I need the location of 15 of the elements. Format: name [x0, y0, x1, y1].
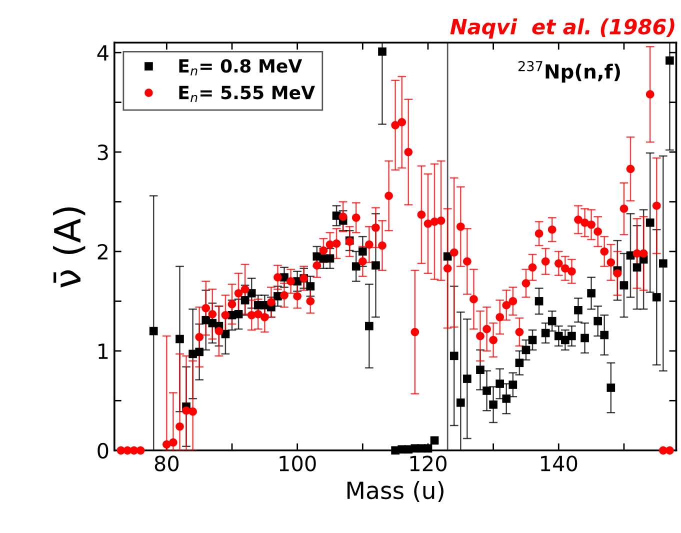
legend-label: E$_{n}$= 5.55 MeV: [179, 86, 315, 102]
legend-label: E$_{n}$= 0.8 MeV: [179, 59, 302, 76]
x-tick-label: 120: [410, 456, 446, 472]
annotation: $^{237}$Np(n,f): [518, 60, 620, 83]
y-tick-label: 3: [98, 144, 108, 160]
x-tick-label: 140: [541, 456, 578, 472]
y-tick-label: 4: [97, 45, 108, 60]
y-axis-title: ν̄ (A): [53, 207, 86, 288]
y-tick-label: 1: [98, 344, 108, 359]
x-tick-label: 100: [280, 456, 316, 472]
x-tick-label: 80: [154, 456, 179, 472]
text: Naqvi et al. (1986): [450, 18, 674, 39]
y-tick-label: 0: [98, 442, 108, 459]
y-tick-label: 2: [98, 244, 108, 260]
x-axis-title: Mass (u): [347, 480, 444, 502]
